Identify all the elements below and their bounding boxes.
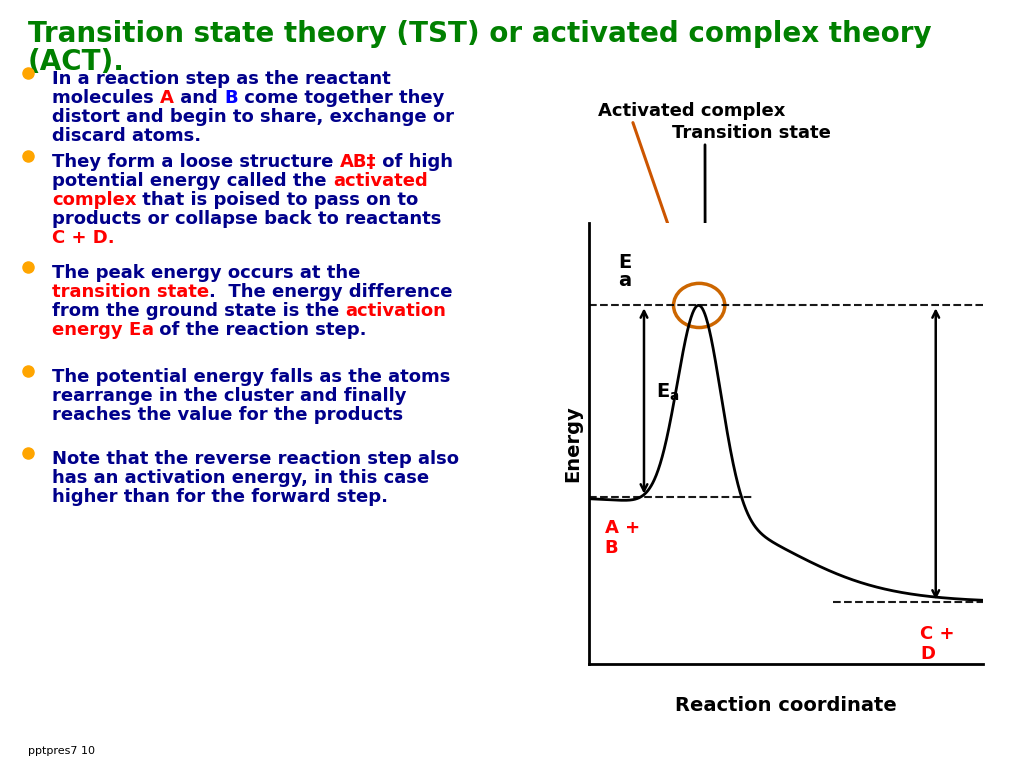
Text: molecules: molecules bbox=[52, 89, 160, 107]
Text: a: a bbox=[141, 321, 154, 339]
Text: has an activation energy, in this case: has an activation energy, in this case bbox=[52, 469, 429, 487]
Text: E: E bbox=[129, 321, 141, 339]
Text: and: and bbox=[174, 89, 224, 107]
Text: activated: activated bbox=[333, 172, 427, 190]
Text: rearrange in the cluster and finally: rearrange in the cluster and finally bbox=[52, 387, 407, 405]
Text: The potential energy falls as the atoms: The potential energy falls as the atoms bbox=[52, 368, 451, 386]
Text: AB‡: AB‡ bbox=[340, 153, 376, 171]
Text: They form a loose structure: They form a loose structure bbox=[52, 153, 340, 171]
Text: In a reaction step as the reactant: In a reaction step as the reactant bbox=[52, 70, 391, 88]
Text: Reaction coordinate: Reaction coordinate bbox=[675, 697, 897, 715]
Text: The peak energy occurs at the: The peak energy occurs at the bbox=[52, 264, 360, 282]
Text: energy: energy bbox=[52, 321, 129, 339]
Text: C + D.: C + D. bbox=[52, 229, 115, 247]
Text: distort and begin to share, exchange or: distort and begin to share, exchange or bbox=[52, 108, 454, 126]
Text: from the ground state is the: from the ground state is the bbox=[52, 302, 345, 320]
Text: (ACT).: (ACT). bbox=[28, 48, 125, 76]
Text: $\mathbf{E_a}$: $\mathbf{E_a}$ bbox=[655, 382, 680, 402]
Text: C +
D: C + D bbox=[920, 624, 954, 664]
Text: come together they: come together they bbox=[238, 89, 443, 107]
Text: transition state: transition state bbox=[52, 283, 209, 301]
Text: Transition state theory (TST) or activated complex theory: Transition state theory (TST) or activat… bbox=[28, 20, 932, 48]
Text: B: B bbox=[224, 89, 238, 107]
Text: Transition state: Transition state bbox=[672, 124, 830, 142]
Text: .  The energy difference: . The energy difference bbox=[209, 283, 453, 301]
Text: activation: activation bbox=[345, 302, 446, 320]
Text: complex: complex bbox=[52, 191, 136, 209]
Text: Activated complex: Activated complex bbox=[598, 102, 785, 120]
Text: reaches the value for the products: reaches the value for the products bbox=[52, 406, 403, 424]
FancyArrowPatch shape bbox=[700, 145, 710, 293]
Text: products or collapse back to reactants: products or collapse back to reactants bbox=[52, 210, 441, 228]
Text: Note that the reverse reaction step also: Note that the reverse reaction step also bbox=[52, 450, 459, 468]
Text: higher than for the forward step.: higher than for the forward step. bbox=[52, 488, 388, 506]
Text: A +
B: A + B bbox=[604, 518, 640, 558]
Text: pptpres7 10: pptpres7 10 bbox=[28, 746, 95, 756]
FancyArrowPatch shape bbox=[633, 123, 692, 292]
Text: E
a: E a bbox=[618, 253, 632, 290]
Text: discard atoms.: discard atoms. bbox=[52, 127, 201, 145]
Text: that is poised to pass on to: that is poised to pass on to bbox=[136, 191, 419, 209]
Text: Energy: Energy bbox=[563, 406, 583, 482]
Text: A: A bbox=[160, 89, 174, 107]
Text: of high: of high bbox=[376, 153, 454, 171]
Text: of the reaction step.: of the reaction step. bbox=[154, 321, 367, 339]
Text: potential energy called the: potential energy called the bbox=[52, 172, 333, 190]
